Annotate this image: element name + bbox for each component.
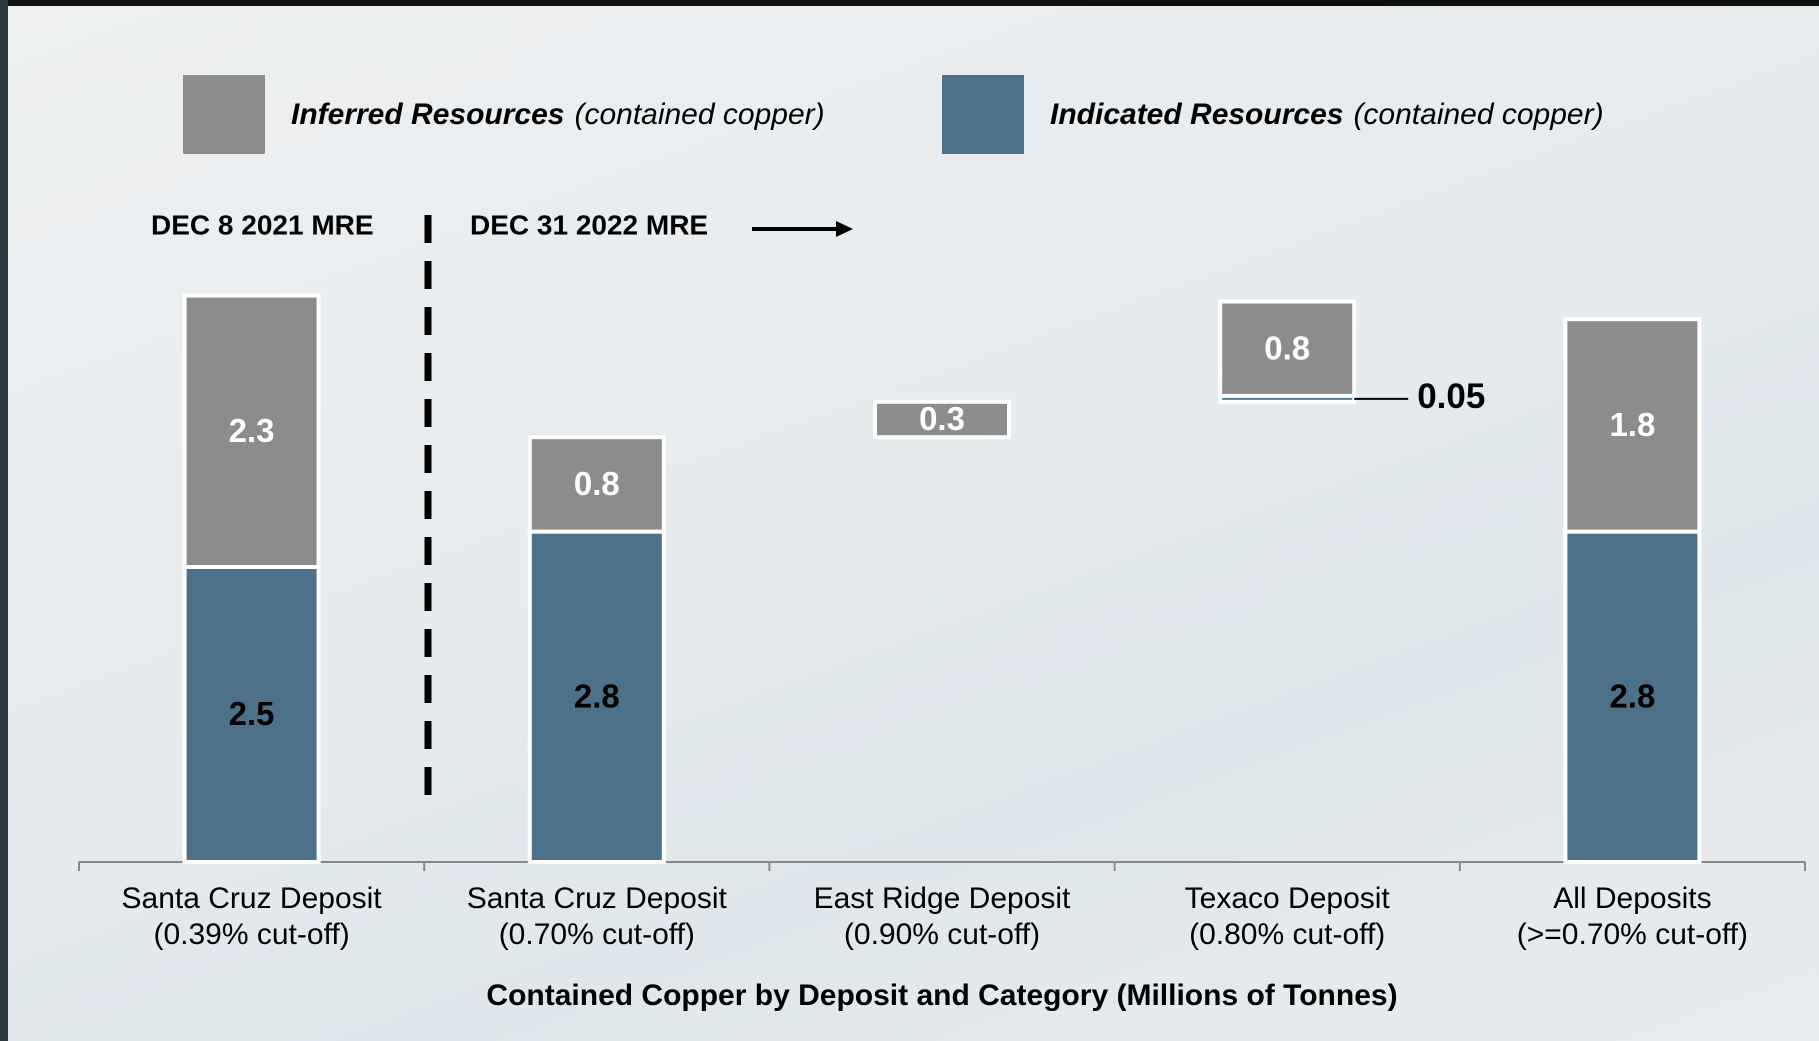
x-tick-label: (0.90% cut-off) <box>844 918 1040 951</box>
x-tick-label: Texaco Deposit <box>1185 882 1391 915</box>
bar-segment <box>873 399 1011 440</box>
top-border <box>0 0 1819 6</box>
annotation: DEC 8 2021 MRE <box>151 209 374 240</box>
x-axis-title: Contained Copper by Deposit and Category… <box>486 979 1397 1012</box>
legend-swatch <box>183 75 265 154</box>
legend-label: Indicated Resources (contained copper) <box>1050 98 1604 131</box>
bar-segment <box>1563 317 1702 534</box>
value-label: 0.3 <box>919 400 965 437</box>
legend-name: Indicated Resources <box>1050 98 1343 131</box>
legend-swatch <box>942 75 1024 154</box>
value-label: 0.8 <box>574 465 620 502</box>
bar-segment <box>527 529 666 864</box>
value-label: 0.05 <box>1417 377 1485 416</box>
x-tick-label: Santa Cruz Deposit <box>467 882 728 915</box>
value-label: 1.8 <box>1609 406 1655 443</box>
value-label: 0.8 <box>1264 329 1310 366</box>
annotation: DEC 31 2022 MRE <box>470 209 708 240</box>
legend-label: Inferred Resources (contained copper) <box>291 98 825 131</box>
x-tick-label: (>=0.70% cut-off) <box>1517 918 1748 951</box>
legend-name: Inferred Resources <box>291 98 564 131</box>
legend-note: (contained copper) <box>574 98 824 131</box>
bar-segment <box>527 435 666 534</box>
value-label: 2.5 <box>229 695 275 732</box>
x-tick-label: All Deposits <box>1553 882 1711 915</box>
value-label: 2.3 <box>229 412 275 449</box>
bar-segment <box>1563 529 1702 864</box>
bar-segment <box>1218 299 1357 398</box>
bar-segment <box>182 293 321 569</box>
x-tick-label: (0.80% cut-off) <box>1189 918 1385 951</box>
left-border <box>0 0 8 1041</box>
legend-note: (contained copper) <box>1353 98 1603 131</box>
x-tick-label: (0.70% cut-off) <box>499 918 695 951</box>
value-label: 2.8 <box>574 678 620 715</box>
x-tick-label: (0.39% cut-off) <box>153 918 349 951</box>
x-tick-label: East Ridge Deposit <box>814 882 1071 915</box>
value-label: 2.8 <box>1609 678 1655 715</box>
arrow-head <box>836 221 853 237</box>
x-tick-label: Santa Cruz Deposit <box>122 882 383 915</box>
